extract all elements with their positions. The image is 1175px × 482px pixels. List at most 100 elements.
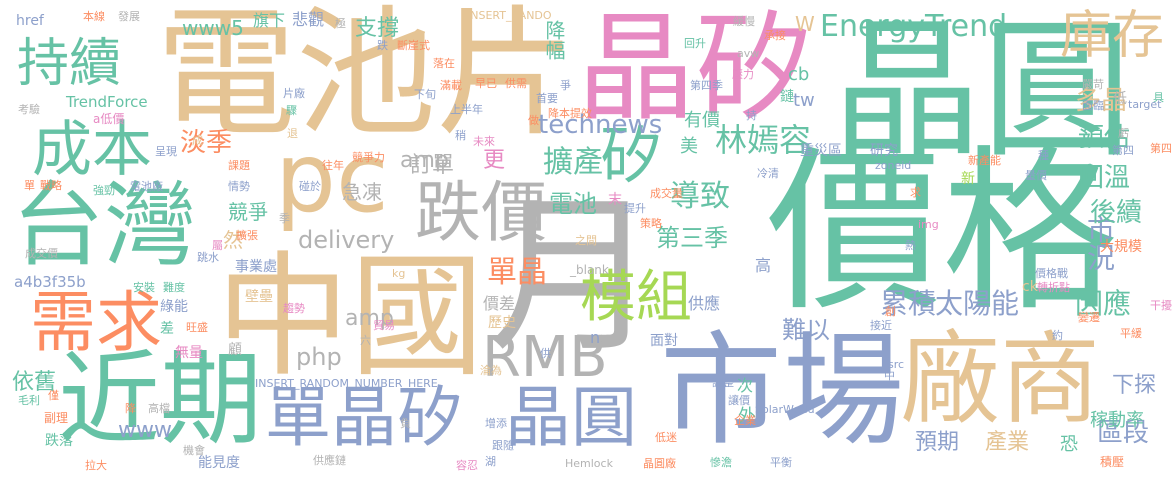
word-高檔: 高檔 [148,402,170,415]
word-跌落: 跌落 [45,433,73,449]
word-虧: 虧 [1118,127,1129,140]
word-n: n [590,328,601,347]
word-淡季: 淡季 [180,128,233,158]
word-廠商: 廠商 [900,321,1100,438]
word-旗下: 旗下 [253,11,286,30]
word-強勁: 強勁 [93,184,115,197]
word-a4b3f35b: a4b3f35b [14,273,86,291]
word-旺盛: 旺盛 [186,321,208,334]
word-增添: 低迷 [655,431,677,444]
word-情勢: 情勢 [228,180,250,193]
word-碰於: 碰於 [299,180,321,193]
word-跌價: 跌價 [415,174,547,251]
word-難度: 難度 [163,281,185,294]
word-干擾: 平緩 [1120,327,1142,340]
word-面臨: 面臨 [1082,99,1104,112]
word-價格戰: 價格戰 [1035,267,1068,280]
word-歷史: 歷史 [488,315,516,331]
word-屬: 屬 [212,239,223,252]
word-電池廠: 電池廠 [130,180,163,193]
word-季-a: 季 [279,212,290,225]
word-機會: 機會 [183,444,205,457]
word-預估: 預估 [1078,123,1131,153]
word-首要: 首要 [536,92,558,105]
word-本線: 本線 [83,10,105,23]
word-擴張: 擴張 [236,229,258,242]
word-價格: 價格 [766,130,1119,335]
word-晶圓-mid: 晶圓 [505,379,637,456]
word-第三季: 第三季 [656,224,728,252]
word-恐: 恐 [1060,434,1078,455]
word-市況: 市況 [1083,215,1116,271]
word-晶圓廠: 慘澹 [710,456,732,469]
word-pc: pc [275,122,389,234]
word-熱: 熱 [905,239,916,252]
word-台灣: 台灣 [12,172,197,279]
word-創: 接近 [870,319,892,332]
word-調整: 中 [884,369,895,382]
word-tw: tw [793,90,815,111]
word-kg: kg [392,267,406,280]
word-跳水: 跳水 [197,251,219,264]
word-美: 美 [680,136,698,157]
word-顧: 六 [360,334,371,347]
word-月: 月 [488,178,659,376]
word-滿載: 滿載 [440,79,462,92]
word-面對: 面對 [650,333,678,349]
word-大規模: 大規模 [1100,239,1142,255]
word-電池: 電池 [549,190,597,218]
word-上半年: 做 [528,114,539,127]
word-末: 末 [608,192,622,208]
word-成交價: 成交價 [25,247,58,260]
word-因應: 因應 [1075,287,1132,320]
word-矽: 矽 [600,119,663,192]
word-導致: 導致 [670,179,730,214]
word-種: 爭 [560,79,571,92]
word-承接: 承接 [764,29,786,42]
word-預期: 預期 [915,430,960,455]
word-鉄破: 約 [1052,329,1063,342]
word-www: www [118,418,172,443]
word-課題: 課題 [228,159,250,172]
word-積壓: 積壓 [1100,455,1125,469]
word-近期: 近期 [58,341,262,460]
word-電池片: 電池片 [156,0,577,156]
word-稍: 稍 [455,129,466,142]
word-供應: 供應 [688,294,721,313]
word-具: 具 [1153,91,1164,104]
word-副理: 副理 [44,411,69,425]
word-a低價: a低價 [93,112,125,126]
word-壓力: 壓力 [732,68,754,81]
word-成交量: 成交量 [650,187,683,200]
word-研究: 研究 [870,143,898,159]
word-極: 極 [335,17,346,30]
word-新: 新 [961,171,975,187]
word-嚴苛: 嚴苛 [1082,78,1104,91]
word-降幅: 降幅 [542,20,566,60]
word-中國: 中國 [216,239,485,395]
word-外: 外 [738,406,756,427]
word-EnergyTrend: EnergyTrend [820,9,1008,44]
word-鏈: 鏈 [780,89,794,105]
word-做: 負 [400,417,411,430]
word-之間: 之間 [575,234,597,247]
word-差: 差 [160,321,174,337]
word-早已: 早已 [475,77,497,90]
word-www5: www5 [182,16,244,40]
word-驟: 驟 [286,104,297,117]
word-提升: 提升 [624,202,646,215]
word-次: 次 [737,376,754,395]
word-六: 貿易 [373,319,395,332]
word-src: src [888,358,905,371]
word-成本: 成本 [32,115,152,185]
word-供: 壁壘 [245,289,273,305]
word-中: 創 [885,305,896,318]
word-模組: 模組 [580,265,692,330]
word-第四-b: 第四 [1112,144,1134,157]
word-慘澹: 供應鏈 [313,454,346,467]
word-湖: 跟隨 [492,439,514,452]
word-戰略: 戰略 [40,179,62,192]
word-趨勢: 平衡 [770,456,792,469]
word-貿易: 供 [540,347,551,360]
word-_blank: _blank [570,263,609,277]
